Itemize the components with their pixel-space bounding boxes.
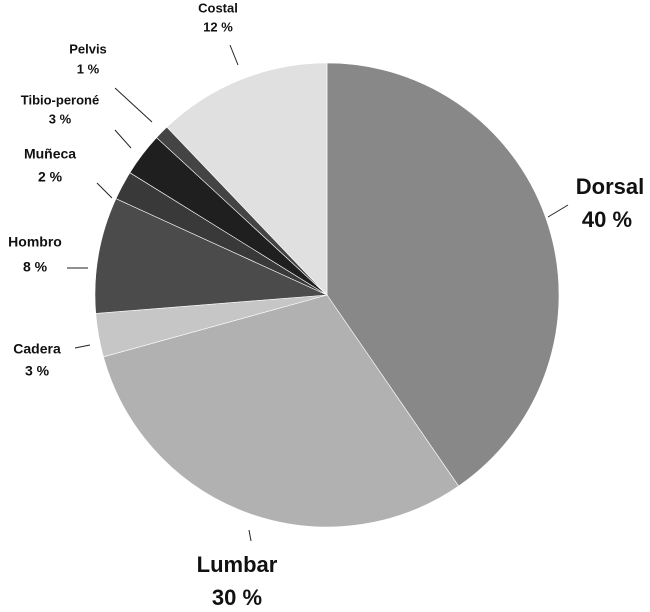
slice-value-label: 3 % xyxy=(49,111,72,126)
slice-label: Hombro xyxy=(8,234,62,250)
slice-label: Costal xyxy=(198,0,238,15)
leader-line xyxy=(96,182,113,199)
slice-value-label: 40 % xyxy=(582,207,632,232)
leader-line xyxy=(74,344,91,349)
pie-slice xyxy=(103,294,459,528)
slice-label: Lumbar xyxy=(197,552,278,577)
pie-slice xyxy=(166,62,328,296)
pie-slice xyxy=(94,198,329,314)
slice-value-label: 2 % xyxy=(38,169,63,185)
leader-line xyxy=(114,87,153,123)
leader-line xyxy=(547,204,569,218)
leader-line xyxy=(248,529,252,542)
slice-value-label: 30 % xyxy=(212,585,262,610)
slice-label: Dorsal xyxy=(576,174,644,199)
slice-label: Cadera xyxy=(13,341,61,357)
slice-value-label: 8 % xyxy=(23,259,48,275)
slice-label: Muñeca xyxy=(24,146,76,162)
slice-value-label: 12 % xyxy=(203,19,233,34)
pie-slice xyxy=(326,62,560,487)
leader-line xyxy=(114,129,132,149)
leader-line xyxy=(229,44,239,66)
slice-label: Tibio-peroné xyxy=(21,92,99,107)
slice-value-label: 3 % xyxy=(25,363,50,379)
slice-label: Pelvis xyxy=(69,41,107,56)
slice-value-label: 1 % xyxy=(77,61,100,76)
